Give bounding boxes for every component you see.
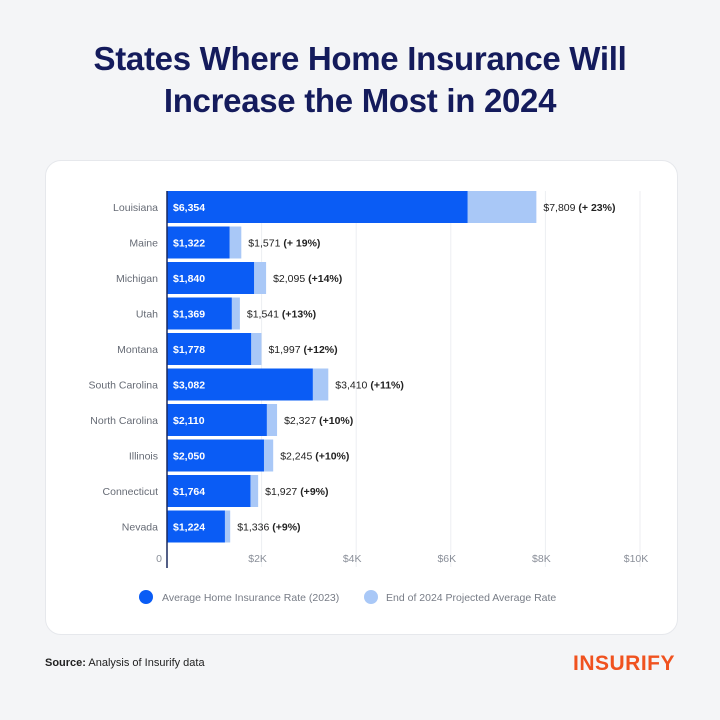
base-value-label: $1,778 bbox=[173, 344, 205, 356]
base-bar bbox=[167, 510, 225, 543]
projected-value-label: $2,327 (+10%) bbox=[284, 415, 353, 427]
x-tick-label: $6K bbox=[437, 553, 456, 565]
projected-value-label: $7,809 (+ 23%) bbox=[543, 202, 615, 214]
projected-value: $1,541 bbox=[247, 309, 282, 321]
legend-label-projected: End of 2024 Projected Average Rate bbox=[386, 592, 556, 604]
projected-value-label: $1,571 (+ 19%) bbox=[248, 238, 320, 250]
projected-value-label: $2,095 (+14%) bbox=[273, 273, 342, 285]
base-bar bbox=[167, 439, 264, 472]
category-label: Illinois bbox=[129, 451, 158, 463]
x-tick-label: $4K bbox=[343, 553, 362, 565]
percent-change: (+10%) bbox=[319, 415, 353, 427]
projected-value: $1,336 bbox=[237, 522, 272, 534]
projected-value: $1,571 bbox=[248, 238, 283, 250]
projected-value-label: $2,245 (+10%) bbox=[280, 451, 349, 463]
category-label: Montana bbox=[117, 344, 158, 356]
base-bar bbox=[167, 404, 267, 436]
source-text: Analysis of Insurify data bbox=[85, 657, 205, 669]
projected-value: $2,245 bbox=[280, 451, 315, 463]
percent-change: (+ 23%) bbox=[578, 202, 615, 214]
percent-change: (+14%) bbox=[308, 273, 342, 285]
percent-change: (+10%) bbox=[315, 451, 349, 463]
percent-change: (+ 19%) bbox=[283, 238, 320, 250]
source-label: Source: bbox=[45, 657, 86, 669]
percent-change: (+9%) bbox=[272, 522, 300, 534]
base-bar bbox=[167, 226, 230, 259]
base-bar bbox=[167, 191, 468, 223]
base-value-label: $1,840 bbox=[173, 273, 205, 285]
category-label: Connecticut bbox=[103, 486, 159, 498]
projected-value: $2,327 bbox=[284, 415, 319, 427]
category-label: Nevada bbox=[122, 522, 158, 534]
title-line-2: Increase the Most in 2024 bbox=[163, 82, 557, 119]
source-note: Source: Analysis of Insurify data bbox=[45, 657, 205, 669]
category-label: Maine bbox=[129, 238, 158, 250]
base-value-label: $1,369 bbox=[173, 309, 205, 321]
legend-label-base: Average Home Insurance Rate (2023) bbox=[162, 592, 339, 604]
legend-swatch-base bbox=[139, 590, 153, 604]
projected-value-label: $1,541 (+13%) bbox=[247, 309, 316, 321]
projected-value: $7,809 bbox=[543, 202, 578, 214]
base-value-label: $2,050 bbox=[173, 451, 205, 463]
base-value-label: $1,322 bbox=[173, 238, 205, 250]
category-label: South Carolina bbox=[89, 380, 159, 392]
projected-value: $2,095 bbox=[273, 273, 308, 285]
base-value-label: $2,110 bbox=[173, 415, 205, 427]
base-bar bbox=[167, 475, 251, 507]
projected-value-label: $1,997 (+12%) bbox=[268, 344, 337, 356]
projected-value-label: $3,410 (+11%) bbox=[335, 380, 404, 392]
base-value-label: $1,224 bbox=[173, 522, 205, 534]
base-value-label: $6,354 bbox=[173, 202, 205, 214]
category-label: Louisiana bbox=[113, 202, 158, 214]
title-line-1: States Where Home Insurance Will bbox=[93, 40, 627, 77]
x-tick-label: $8K bbox=[532, 553, 551, 565]
projected-value: $1,927 bbox=[265, 486, 300, 498]
percent-change: (+11%) bbox=[370, 380, 404, 392]
percent-change: (+12%) bbox=[304, 344, 338, 356]
x-tick-label: 0 bbox=[156, 553, 162, 565]
chart-title: States Where Home Insurance Will Increase… bbox=[0, 38, 720, 122]
category-label: North Carolina bbox=[90, 415, 158, 427]
projected-value: $3,410 bbox=[335, 380, 370, 392]
percent-change: (+13%) bbox=[282, 309, 316, 321]
base-value-label: $1,764 bbox=[173, 486, 205, 498]
base-bar bbox=[167, 262, 255, 294]
base-value-label: $3,082 bbox=[173, 380, 205, 392]
projected-value: $1,997 bbox=[268, 344, 303, 356]
projected-value-label: $1,336 (+9%) bbox=[237, 522, 300, 534]
legend-swatch-projected bbox=[364, 590, 378, 604]
base-bar bbox=[167, 333, 252, 365]
base-bar bbox=[167, 368, 313, 401]
category-label: Michigan bbox=[116, 273, 158, 285]
chart-card bbox=[45, 160, 678, 635]
base-bar bbox=[167, 297, 232, 330]
percent-change: (+9%) bbox=[300, 486, 328, 498]
x-tick-label: $10K bbox=[624, 553, 649, 565]
x-tick-label: $2K bbox=[248, 553, 267, 565]
category-label: Utah bbox=[136, 309, 158, 321]
projected-value-label: $1,927 (+9%) bbox=[265, 486, 328, 498]
insurify-logo: INSURIFY bbox=[572, 652, 675, 675]
